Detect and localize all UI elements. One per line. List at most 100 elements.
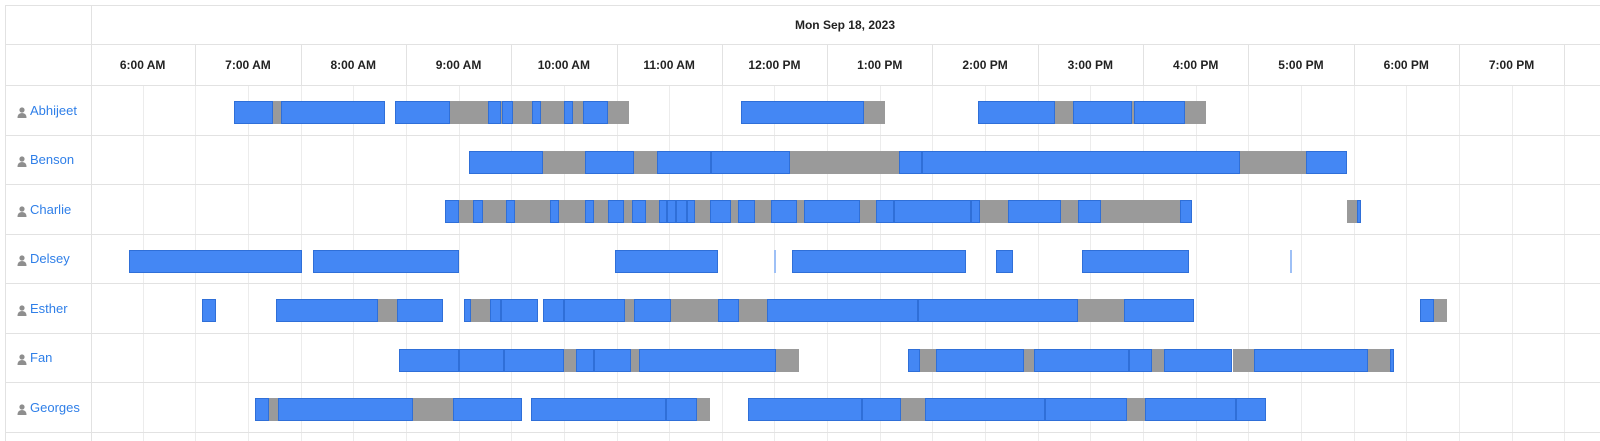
break-block[interactable] xyxy=(512,101,533,124)
shift-block[interactable] xyxy=(532,101,542,124)
break-block[interactable] xyxy=(542,150,585,174)
shift-block[interactable] xyxy=(1044,398,1128,421)
break-block[interactable] xyxy=(670,299,719,322)
shift-block[interactable] xyxy=(128,249,303,273)
shift-block[interactable] xyxy=(500,299,538,322)
shift-block[interactable] xyxy=(488,101,501,124)
shift-block[interactable] xyxy=(563,101,573,124)
shift-block[interactable] xyxy=(614,249,719,273)
shift-block[interactable] xyxy=(1072,101,1133,124)
shift-block[interactable] xyxy=(469,150,543,174)
break-block[interactable] xyxy=(860,200,877,223)
shift-block[interactable] xyxy=(1078,200,1101,223)
break-block[interactable] xyxy=(863,101,885,124)
break-block[interactable] xyxy=(514,200,550,223)
break-block[interactable] xyxy=(377,299,398,322)
shift-block[interactable] xyxy=(1123,299,1194,322)
shift-block[interactable] xyxy=(1390,348,1394,372)
break-block[interactable] xyxy=(483,200,506,223)
shift-block[interactable] xyxy=(281,101,385,124)
shift-block[interactable] xyxy=(233,101,273,124)
break-block[interactable] xyxy=(563,348,577,372)
shift-block[interactable] xyxy=(1236,398,1266,421)
shift-block[interactable] xyxy=(935,348,1024,372)
break-block[interactable] xyxy=(1078,299,1124,322)
break-block[interactable] xyxy=(797,200,805,223)
break-block[interactable] xyxy=(1346,200,1358,223)
shift-block[interactable] xyxy=(1179,200,1193,223)
shift-block[interactable] xyxy=(1081,249,1189,273)
shift-block[interactable] xyxy=(549,200,559,223)
break-block[interactable] xyxy=(776,348,800,372)
break-block[interactable] xyxy=(1132,101,1135,124)
shift-block[interactable] xyxy=(202,299,217,322)
shift-block[interactable] xyxy=(563,299,626,322)
break-block[interactable] xyxy=(607,101,629,124)
break-block[interactable] xyxy=(458,200,473,223)
break-block[interactable] xyxy=(730,200,738,223)
break-block[interactable] xyxy=(1367,348,1391,372)
break-block[interactable] xyxy=(1055,101,1073,124)
break-block[interactable] xyxy=(272,101,282,124)
shift-block[interactable] xyxy=(925,398,1045,421)
shift-block[interactable] xyxy=(584,200,594,223)
shift-block[interactable] xyxy=(1034,348,1129,372)
shift-block[interactable] xyxy=(1128,348,1152,372)
shift-block[interactable] xyxy=(453,398,522,421)
shift-block[interactable] xyxy=(665,398,698,421)
shift-block[interactable] xyxy=(632,200,647,223)
shift-block[interactable] xyxy=(1420,299,1435,322)
resource-name-link[interactable]: Benson xyxy=(30,152,75,168)
shift-block[interactable] xyxy=(472,200,484,223)
shift-block[interactable] xyxy=(711,150,791,174)
shift-block[interactable] xyxy=(741,101,864,124)
break-block[interactable] xyxy=(500,101,503,124)
break-block[interactable] xyxy=(593,200,608,223)
shift-block[interactable] xyxy=(607,200,624,223)
break-block[interactable] xyxy=(630,348,640,372)
shift-block[interactable] xyxy=(767,299,919,322)
shift-block[interactable] xyxy=(862,398,901,421)
break-block[interactable] xyxy=(269,398,278,421)
shift-block[interactable] xyxy=(504,348,564,372)
shift-block[interactable] xyxy=(995,249,1014,273)
shift-block[interactable] xyxy=(584,150,635,174)
shift-block[interactable] xyxy=(463,299,471,322)
shift-block[interactable] xyxy=(583,101,608,124)
break-block[interactable] xyxy=(572,101,584,124)
shift-block[interactable] xyxy=(921,150,1240,174)
break-block[interactable] xyxy=(1151,348,1165,372)
break-block[interactable] xyxy=(900,398,926,421)
shift-block[interactable] xyxy=(1007,200,1061,223)
resource-name-link[interactable]: Abhijeet xyxy=(30,102,77,118)
break-block[interactable] xyxy=(646,200,659,223)
shift-block[interactable] xyxy=(658,200,668,223)
shift-block[interactable] xyxy=(1357,200,1361,223)
shift-block[interactable] xyxy=(667,200,677,223)
break-block[interactable] xyxy=(470,299,491,322)
resource-name-link[interactable]: Fan xyxy=(30,350,53,366)
shift-block[interactable] xyxy=(876,200,894,223)
shift-block[interactable] xyxy=(1134,101,1186,124)
shift-block[interactable] xyxy=(458,348,505,372)
shift-block[interactable] xyxy=(737,200,756,223)
shift-block[interactable] xyxy=(1144,398,1236,421)
shift-block[interactable] xyxy=(748,398,863,421)
break-block[interactable] xyxy=(623,200,633,223)
break-block[interactable] xyxy=(1185,101,1207,124)
break-block[interactable] xyxy=(1239,150,1307,174)
shift-block[interactable] xyxy=(444,200,459,223)
shift-block[interactable] xyxy=(804,200,861,223)
shift-block[interactable] xyxy=(398,348,459,372)
break-block[interactable] xyxy=(412,398,454,421)
break-block[interactable] xyxy=(634,150,657,174)
break-block[interactable] xyxy=(1127,398,1145,421)
shift-block[interactable] xyxy=(276,299,378,322)
break-block[interactable] xyxy=(790,150,900,174)
shift-block[interactable] xyxy=(634,299,671,322)
shift-block[interactable] xyxy=(395,101,450,124)
break-block[interactable] xyxy=(1434,299,1447,322)
shift-block[interactable] xyxy=(530,398,666,421)
break-block[interactable] xyxy=(1232,348,1254,372)
break-block[interactable] xyxy=(1023,348,1035,372)
